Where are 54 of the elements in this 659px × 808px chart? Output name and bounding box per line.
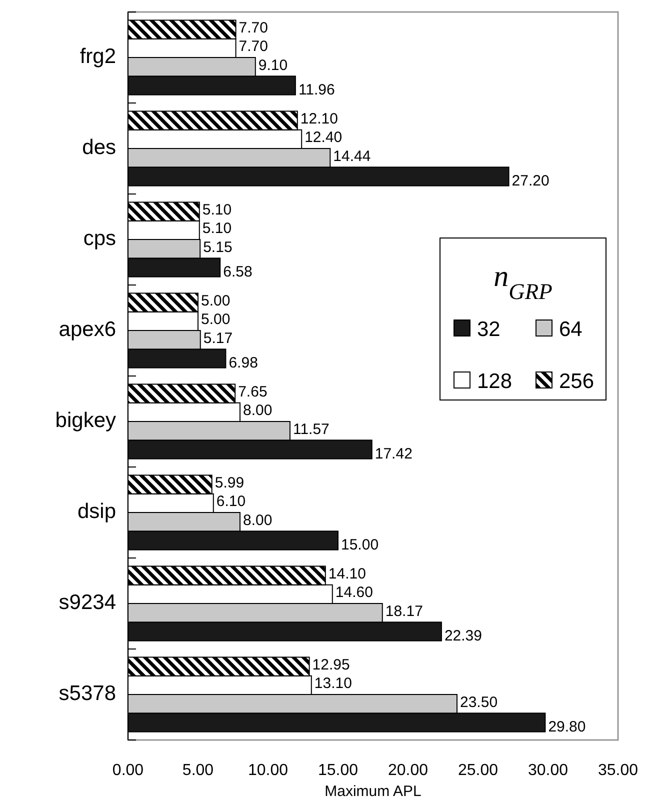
data-label: 6.10 xyxy=(216,493,246,510)
data-label: 6.58 xyxy=(223,263,252,280)
x-tick-label: 35.00 xyxy=(598,762,638,779)
legend-title: n$_{GRP}$ xyxy=(494,260,553,304)
data-label: 5.99 xyxy=(214,474,244,492)
y-tick-label: s9234 xyxy=(58,591,116,614)
x-tick-label: 15.00 xyxy=(318,762,358,779)
data-label: 5.10 xyxy=(202,220,232,238)
x-tick-label: 20.00 xyxy=(388,762,428,779)
legend-label: 32 xyxy=(477,318,500,341)
y-tick-label: des xyxy=(82,136,116,160)
data-label: 13.10 xyxy=(314,675,352,692)
legend-label: 256 xyxy=(559,370,594,393)
y-tick-label: bigkey xyxy=(55,409,116,432)
data-label: 14.10 xyxy=(328,565,366,582)
x-tick-label: 10.00 xyxy=(248,762,288,779)
data-label: 11.57 xyxy=(292,420,330,438)
data-label: 17.42 xyxy=(374,445,412,462)
data-label: 8.00 xyxy=(243,512,272,529)
x-tick-label: 25.00 xyxy=(458,762,498,779)
data-label: 6.98 xyxy=(228,354,258,372)
data-label: 7.65 xyxy=(238,383,268,400)
y-tick-label: dsip xyxy=(77,500,116,524)
x-tick-label: 30.00 xyxy=(528,762,568,779)
x-tick-label: 0.00 xyxy=(112,762,144,779)
data-label: 23.50 xyxy=(460,694,498,711)
data-label: 22.39 xyxy=(444,627,482,644)
data-label: 29.80 xyxy=(548,718,586,736)
data-label: 12.95 xyxy=(312,656,350,674)
data-label: 11.96 xyxy=(298,81,335,98)
y-tick-label: frg2 xyxy=(80,45,116,68)
data-label: 5.00 xyxy=(201,292,230,310)
data-label: 7.70 xyxy=(238,19,268,36)
data-label: 7.70 xyxy=(238,38,268,56)
data-label: 5.10 xyxy=(202,201,232,218)
data-label: 18.17 xyxy=(385,602,423,620)
data-label: 9.10 xyxy=(258,56,288,74)
data-label: 5.17 xyxy=(203,330,233,347)
data-label: 14.44 xyxy=(333,148,371,165)
data-label: 5.00 xyxy=(201,311,230,328)
y-tick-label: apex6 xyxy=(58,318,116,342)
data-label: 12.10 xyxy=(300,110,338,128)
legend-label: 64 xyxy=(559,318,583,341)
data-label: 5.15 xyxy=(203,238,232,256)
data-label: 12.40 xyxy=(304,129,342,146)
legend-label: 128 xyxy=(477,370,512,393)
data-label: 27.20 xyxy=(512,172,550,190)
y-tick-label: s5378 xyxy=(58,682,116,706)
y-tick-label: cps xyxy=(83,227,116,250)
x-axis-title: Maximum APL xyxy=(324,783,422,800)
data-label: 14.60 xyxy=(335,584,373,602)
data-label: 8.00 xyxy=(243,402,272,420)
data-label: 15.00 xyxy=(341,536,379,554)
x-tick-label: 5.00 xyxy=(182,762,214,779)
